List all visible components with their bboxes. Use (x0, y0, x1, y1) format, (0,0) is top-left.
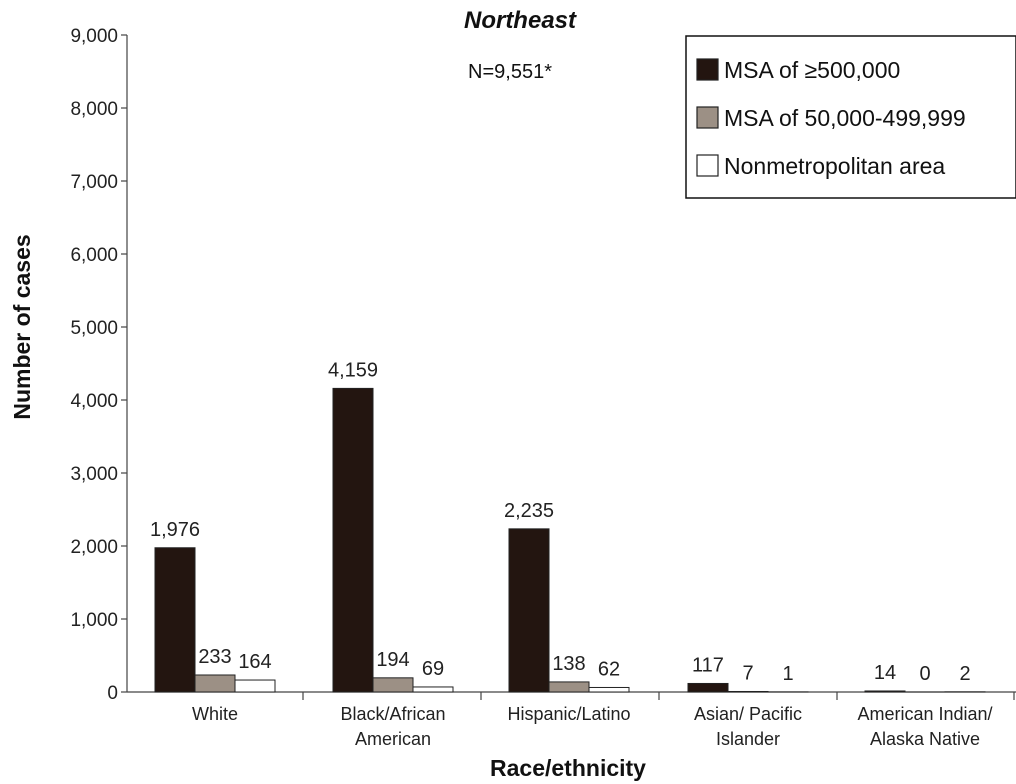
axes: 0 1,000 2,000 3,000 4,000 5,000 6,000 7,000 8,00… (70, 26, 1016, 749)
data-labels: 1,976 4,159 2,235 117 14 233 194 138 7 0 164 69 62 1 2 (150, 359, 971, 685)
bar (154, 547, 196, 693)
legend-swatch (696, 154, 719, 177)
y-tick-label: 6,000 (70, 245, 118, 266)
bar (687, 682, 729, 693)
bar (508, 528, 550, 693)
bar (372, 677, 414, 693)
y-tick-label: 7,000 (70, 172, 118, 193)
x-category-label: American (355, 729, 431, 749)
legend-label: Nonmetropolitan area (724, 153, 945, 179)
y-tick-label: 4,000 (70, 391, 118, 412)
data-label: 4,159 (328, 359, 378, 381)
data-label: 1 (782, 663, 793, 685)
y-tick-label: 9,000 (70, 26, 118, 47)
x-category-label: Hispanic/Latino (507, 704, 630, 724)
data-label: 2 (959, 663, 970, 685)
data-label: 2,235 (504, 500, 554, 522)
bar (332, 387, 374, 693)
data-label: 138 (552, 653, 585, 675)
y-axis-title: Number of cases (9, 234, 35, 419)
bar (727, 690, 769, 693)
legend-label: MSA of ≥500,000 (724, 57, 900, 83)
bars (154, 387, 986, 693)
legend-frame (685, 35, 1016, 199)
data-label: 194 (376, 649, 409, 671)
bar (412, 686, 454, 693)
data-label: 69 (422, 658, 444, 680)
data-label: 164 (238, 651, 271, 673)
bar (194, 674, 236, 693)
x-category-label: White (192, 704, 238, 724)
x-axis-title: Race/ethnicity (490, 755, 646, 781)
data-label: 233 (198, 646, 231, 668)
legend-swatch (696, 106, 719, 129)
y-tick-label: 2,000 (70, 537, 118, 558)
x-category-label: Black/African (340, 704, 445, 724)
legend: MSA of ≥500,000 MSA of 50,000-499,999 Nonm… (685, 35, 1016, 199)
bar (234, 679, 276, 693)
chart-title: Northeast (464, 7, 577, 34)
legend-swatch (696, 58, 719, 81)
data-label: 1,976 (150, 519, 200, 541)
data-label: 14 (874, 662, 896, 684)
bar (588, 686, 630, 693)
data-label: 0 (919, 663, 930, 685)
x-category-label: Asian/ Pacific (694, 704, 802, 724)
data-label: 62 (598, 658, 620, 680)
data-label: 117 (692, 654, 724, 676)
legend-label: MSA of 50,000-499,999 (724, 105, 966, 131)
data-label: 7 (742, 662, 753, 684)
x-category-label: Alaska Native (870, 729, 980, 749)
y-tick-label: 1,000 (70, 610, 118, 631)
bar (864, 690, 906, 693)
chart-subtitle: N=9,551* (468, 61, 552, 83)
y-tick-label: 3,000 (70, 464, 118, 485)
x-category-label: Islander (716, 729, 780, 749)
bar (548, 681, 590, 693)
y-tick-label: 0 (107, 683, 118, 704)
y-tick-label: 8,000 (70, 99, 118, 120)
y-tick-label: 5,000 (70, 318, 118, 339)
x-category-label: American Indian/ (857, 704, 992, 724)
